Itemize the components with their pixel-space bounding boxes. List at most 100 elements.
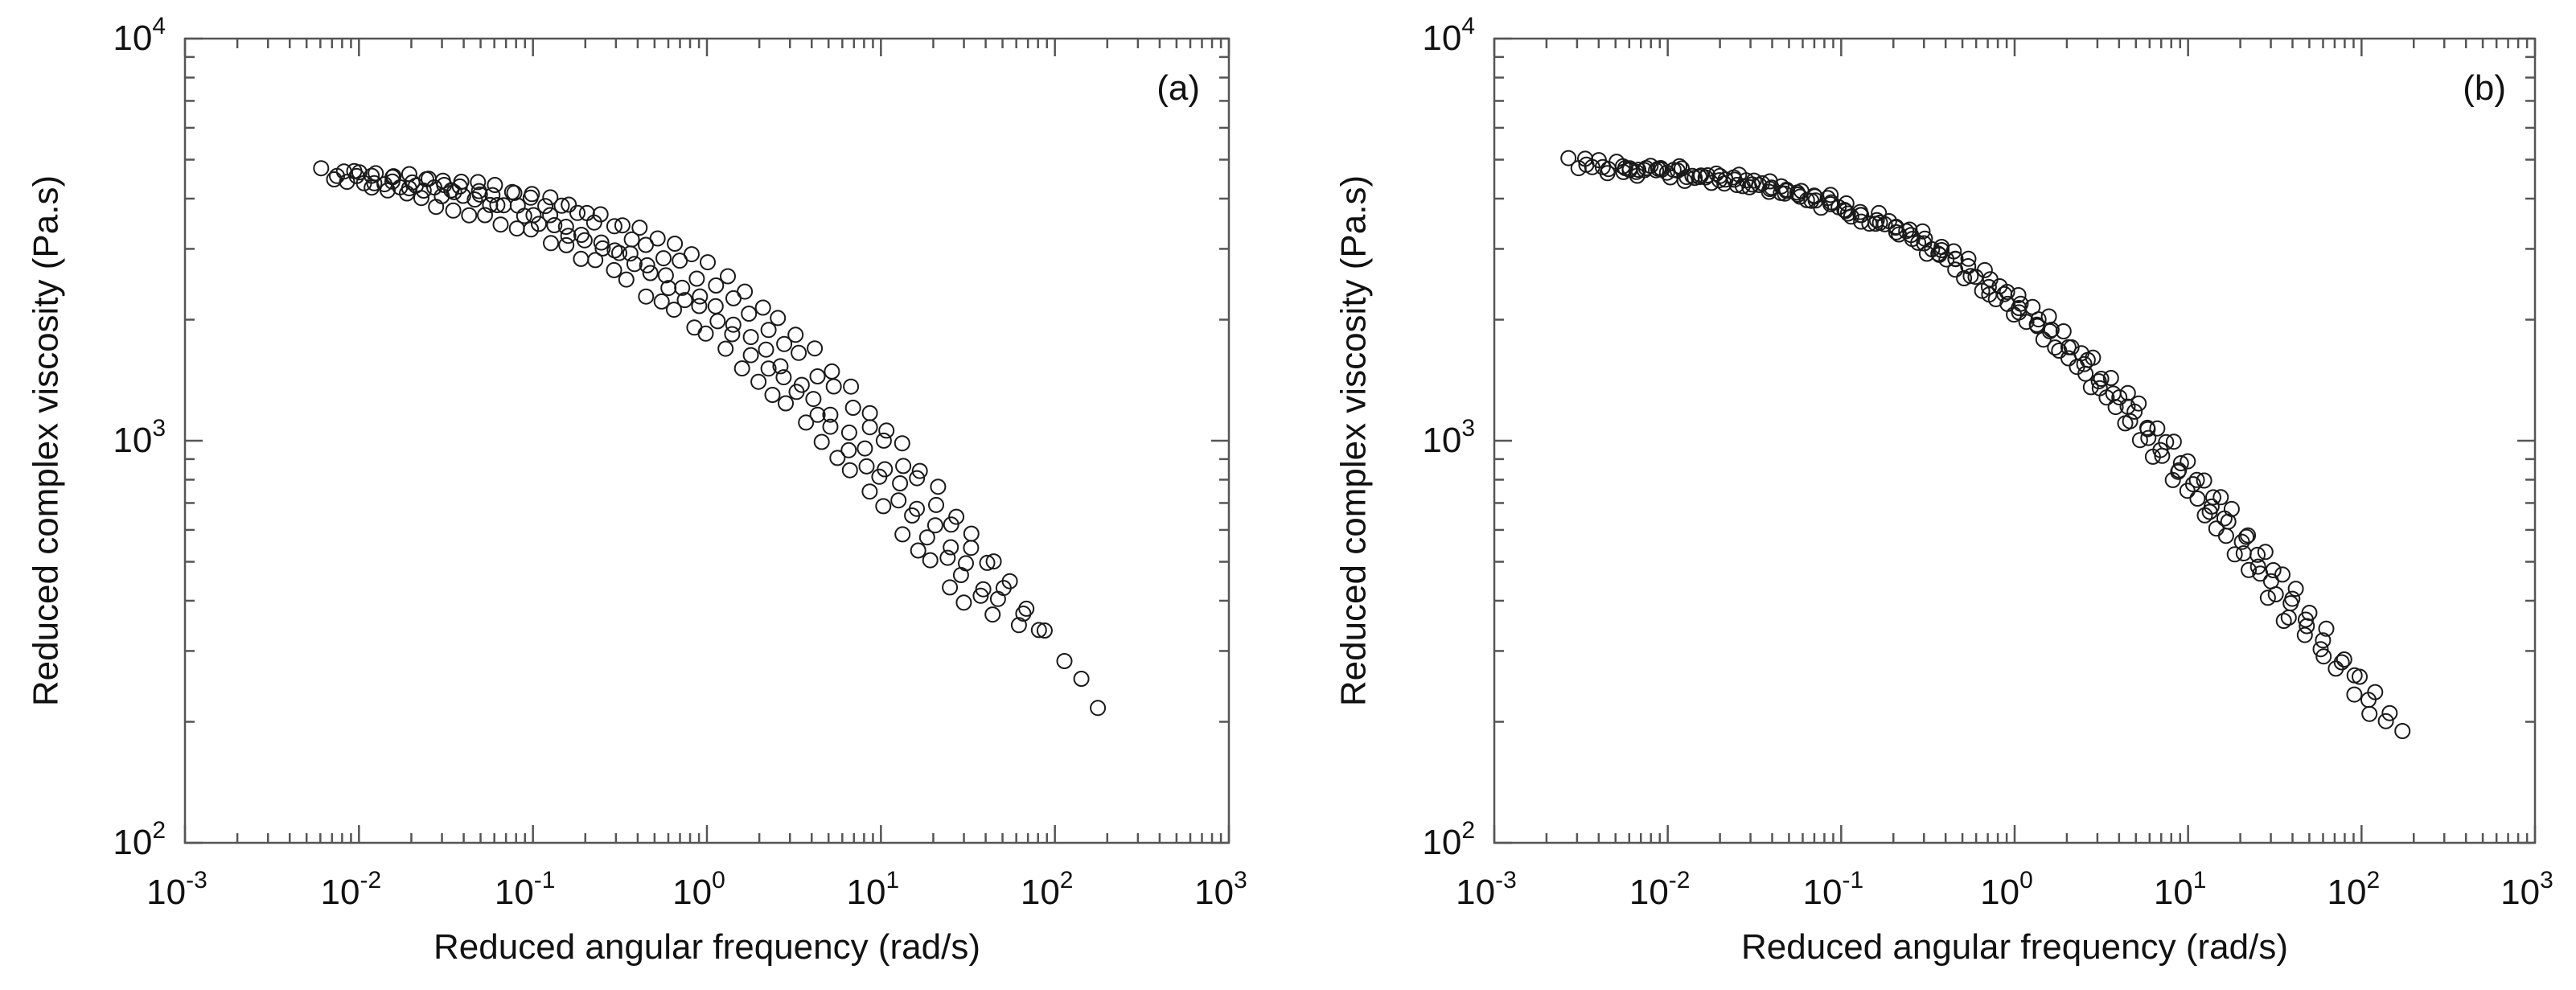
data-point <box>642 265 659 281</box>
data-point <box>461 207 478 224</box>
data-point <box>2205 489 2221 506</box>
data-point <box>313 160 330 177</box>
data-point <box>543 235 559 252</box>
data-point <box>573 250 590 267</box>
data-point <box>1982 271 1999 288</box>
data-point <box>813 433 830 450</box>
data-point <box>451 178 468 195</box>
data-point <box>2029 318 2046 335</box>
data-point <box>691 298 708 314</box>
data-point <box>2090 373 2107 390</box>
data-point <box>1876 216 1893 232</box>
data-point <box>445 202 462 219</box>
data-point <box>638 288 655 305</box>
data-point <box>611 244 627 261</box>
data-point <box>2394 723 2411 739</box>
data-point <box>2144 448 2161 465</box>
data-point <box>2299 618 2315 635</box>
data-point <box>894 526 911 543</box>
data-point <box>2196 507 2213 524</box>
data-point <box>594 240 611 257</box>
data-point <box>1741 179 1758 195</box>
data-point <box>506 184 523 201</box>
data-point <box>2282 595 2299 612</box>
data-point <box>2252 565 2269 582</box>
data-point <box>787 327 804 343</box>
data-point <box>569 204 585 221</box>
data-point <box>875 498 892 515</box>
chart-panel-a: 10-3 10-2 10-1 100 101 102 103 102 103 104 Reduced… <box>27 13 1247 967</box>
series-branch-5 <box>364 179 972 611</box>
y-tick-label: 104 <box>113 13 166 58</box>
data-point <box>2117 415 2134 432</box>
x-tick-label: 10-1 <box>495 867 556 912</box>
data-point <box>657 267 674 284</box>
data-point <box>725 290 742 306</box>
data-point <box>1637 160 1654 176</box>
data-point <box>1947 250 1964 267</box>
data-point <box>2381 705 2398 721</box>
data-point <box>2226 546 2243 563</box>
data-point <box>2139 421 2156 437</box>
data-point <box>2201 503 2218 520</box>
data-point <box>339 174 355 191</box>
data-point <box>2098 389 2115 406</box>
data-point <box>1578 156 1595 173</box>
data-point <box>1918 245 1935 262</box>
data-point <box>492 216 509 233</box>
data-point <box>2298 611 2314 628</box>
data-point <box>861 405 878 421</box>
data-point <box>2130 395 2147 412</box>
data-point <box>894 435 910 452</box>
data-point <box>979 554 996 571</box>
data-point <box>1999 284 2015 300</box>
series-master-2 <box>1570 158 2394 729</box>
data-point <box>638 236 654 253</box>
data-point <box>1956 270 1973 286</box>
data-point <box>1962 268 1979 285</box>
x-tick-label: 101 <box>2154 867 2207 912</box>
data-point <box>928 496 944 513</box>
data-point <box>384 173 401 190</box>
data-point <box>824 363 840 380</box>
x-axis-label: Reduced angular frequency (rad/s) <box>1741 927 2288 967</box>
data-point <box>348 167 365 184</box>
data-point <box>522 189 539 206</box>
data-point <box>822 418 839 435</box>
data-point <box>1974 282 1991 299</box>
data-point <box>741 306 758 322</box>
data-point <box>2217 528 2234 544</box>
data-point <box>772 358 789 375</box>
data-point <box>672 253 688 269</box>
plot-frame <box>183 37 1230 844</box>
data-point <box>606 218 622 235</box>
x-tick-label: 10-1 <box>1803 867 1864 912</box>
data-point <box>2006 306 2023 323</box>
data-point <box>1813 199 1830 216</box>
data-point <box>1843 208 1859 225</box>
y-tick-label: 103 <box>1422 415 1475 460</box>
data-point <box>2280 609 2297 626</box>
data-point <box>871 468 888 485</box>
data-point <box>904 507 921 524</box>
data-point <box>764 387 781 403</box>
data-point <box>1867 216 1884 232</box>
x-tick-label: 100 <box>672 867 725 912</box>
data-point <box>2241 561 2258 578</box>
data-point <box>841 462 858 479</box>
data-point <box>482 196 499 213</box>
panel-label: (a) <box>1157 68 1200 108</box>
data-point <box>760 322 777 339</box>
data-point <box>720 268 736 285</box>
data-point <box>829 450 846 466</box>
data-point <box>1617 160 1633 176</box>
x-tick-label: 10-2 <box>1629 867 1691 912</box>
data-point <box>413 190 429 207</box>
data-point <box>922 552 939 569</box>
data-point <box>2035 331 2052 348</box>
data-point <box>776 335 793 352</box>
data-point <box>963 525 980 542</box>
data-point <box>984 606 1001 623</box>
data-point <box>1960 250 1977 267</box>
data-point <box>791 344 807 361</box>
